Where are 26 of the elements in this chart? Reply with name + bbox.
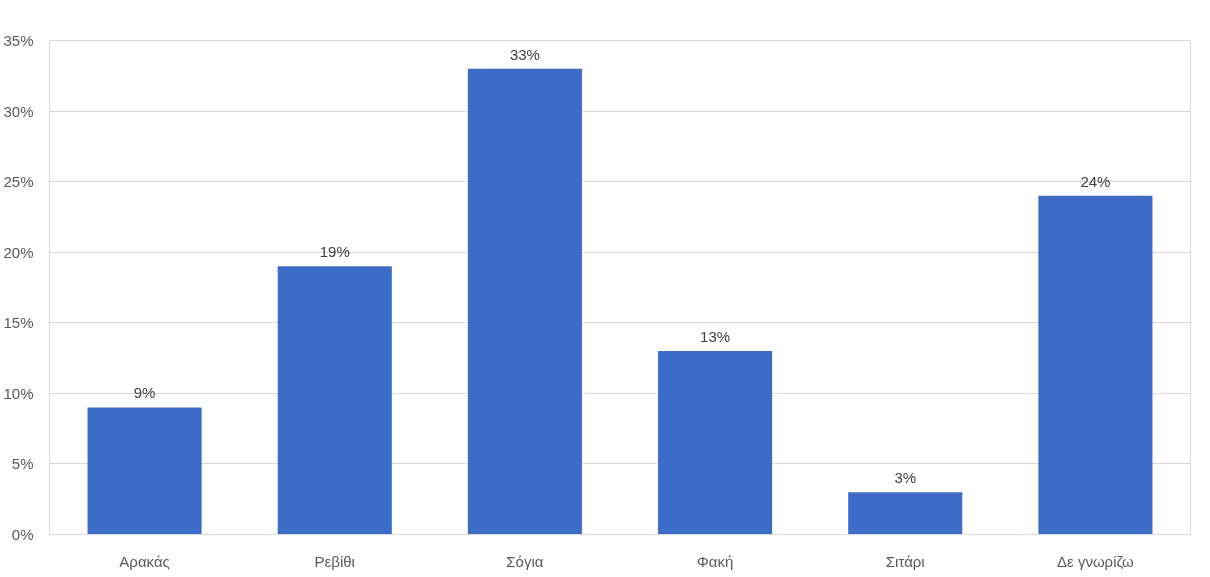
x-tick-label: Αρακάς bbox=[119, 552, 170, 570]
x-tick-label: Δε γνωρίζω bbox=[1057, 552, 1135, 570]
y-tick-label: 30% bbox=[3, 102, 34, 120]
y-tick-label: 15% bbox=[3, 314, 34, 332]
x-tick-label: Ρεβίθι bbox=[314, 552, 355, 570]
bar bbox=[848, 492, 963, 535]
bar bbox=[277, 266, 392, 535]
data-label: 33% bbox=[509, 45, 540, 63]
data-label: 19% bbox=[319, 243, 350, 261]
data-label: 24% bbox=[1080, 172, 1111, 190]
y-tick-label: 0% bbox=[11, 526, 34, 543]
data-label: 3% bbox=[894, 469, 917, 487]
y-tick-label: 35% bbox=[3, 32, 34, 49]
bar bbox=[87, 407, 202, 535]
y-tick-label: 20% bbox=[3, 243, 34, 261]
x-tick-label: Σιτάρι bbox=[885, 552, 925, 570]
bar bbox=[467, 68, 582, 535]
y-tick-label: 25% bbox=[3, 173, 34, 191]
data-label: 13% bbox=[700, 328, 731, 346]
y-tick-label: 10% bbox=[3, 384, 34, 402]
x-tick-label: Σόγια bbox=[506, 552, 544, 570]
y-tick-label: 5% bbox=[11, 455, 34, 473]
bar bbox=[1038, 195, 1153, 535]
data-label: 9% bbox=[133, 384, 156, 402]
bar bbox=[658, 351, 773, 535]
x-tick-label: Φακή bbox=[696, 552, 734, 570]
